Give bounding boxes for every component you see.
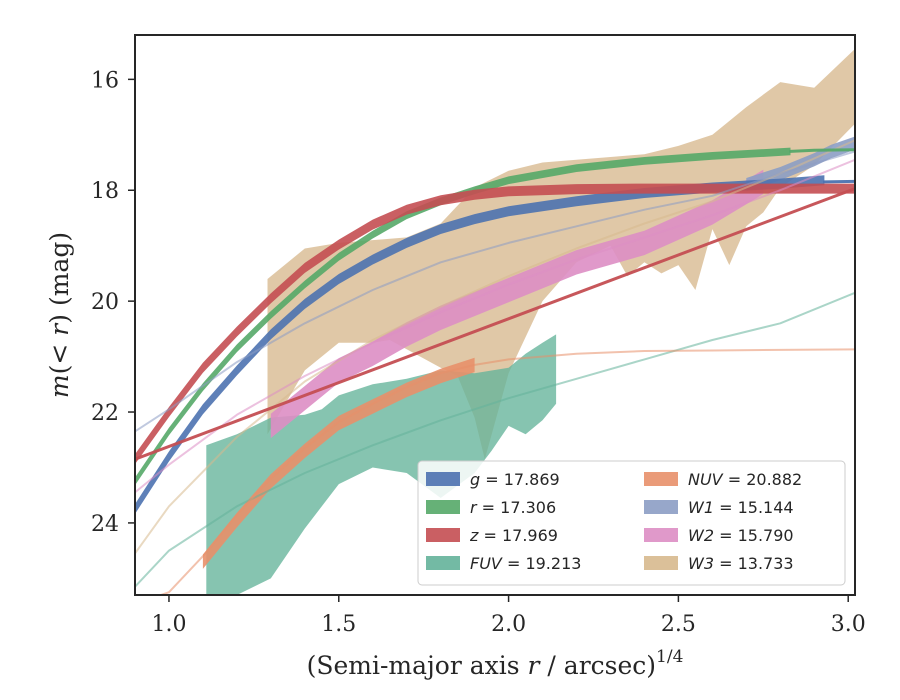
y-tick-label: 24 <box>91 512 119 537</box>
axes-frame <box>134 34 856 596</box>
legend-swatch-r <box>426 500 460 514</box>
band-w2 <box>270 169 764 439</box>
model-line-z <box>135 187 855 461</box>
band-nuv <box>202 357 475 569</box>
x-axis-title: (Semi-major axis r / arcsec)1/4 <box>307 647 684 680</box>
band-r <box>135 147 791 486</box>
legend-label-w1: W1 = 15.144 <box>688 498 794 517</box>
model-line-w1 <box>135 150 855 433</box>
model-line-w2 <box>135 158 855 494</box>
legend-swatch-nuv <box>644 472 678 486</box>
model-line-nuv <box>157 348 855 595</box>
y-tick-label: 18 <box>91 179 119 204</box>
y-tick-label: 20 <box>91 290 119 315</box>
legend-swatch-w1 <box>644 500 678 514</box>
legend-label-fuv: FUV = 19.213 <box>470 554 581 573</box>
model-line-fuv <box>135 291 855 588</box>
y-axis: 16 18 20 22 24 <box>91 68 135 537</box>
legend-box <box>417 460 846 586</box>
legend-label-w3: W3 = 13.733 <box>688 554 794 573</box>
y-axis-title: m(< r) (mag) <box>45 232 74 398</box>
x-tick-label: 2.5 <box>661 612 696 637</box>
y-tick-label: 16 <box>91 68 119 93</box>
legend-label-nuv: NUV = 20.882 <box>688 470 802 489</box>
y-tick-label: 22 <box>91 401 119 426</box>
x-tick-label: 1.5 <box>321 612 356 637</box>
models-layer <box>135 139 855 595</box>
x-axis: 1.0 1.5 2.0 2.5 3.0 <box>151 595 866 637</box>
legend-label-w2: W2 = 15.790 <box>688 526 794 545</box>
legend-swatch-w2 <box>644 528 678 542</box>
legend-label-z: z = 17.969 <box>469 526 558 545</box>
band-fuv <box>206 334 557 595</box>
legend-swatch-z <box>426 528 460 542</box>
legend-swatch-g <box>426 472 460 486</box>
model-line-g <box>822 179 855 184</box>
x-tick-label: 1.0 <box>151 612 186 637</box>
model-line-r <box>789 148 855 153</box>
x-tick-label: 2.0 <box>491 612 526 637</box>
legend-swatch-fuv <box>426 556 460 570</box>
x-tick-label: 3.0 <box>831 612 866 637</box>
legend-label-g: g = 17.869 <box>470 470 560 489</box>
plot-area <box>135 48 855 595</box>
legend-label-r: r = 17.306 <box>470 498 556 517</box>
legend: g = 17.869 r = 17.306 z = 17.969 FUV = 19.2… <box>417 460 846 586</box>
model-line-w3 <box>135 139 855 555</box>
legend-swatch-w3 <box>644 556 678 570</box>
